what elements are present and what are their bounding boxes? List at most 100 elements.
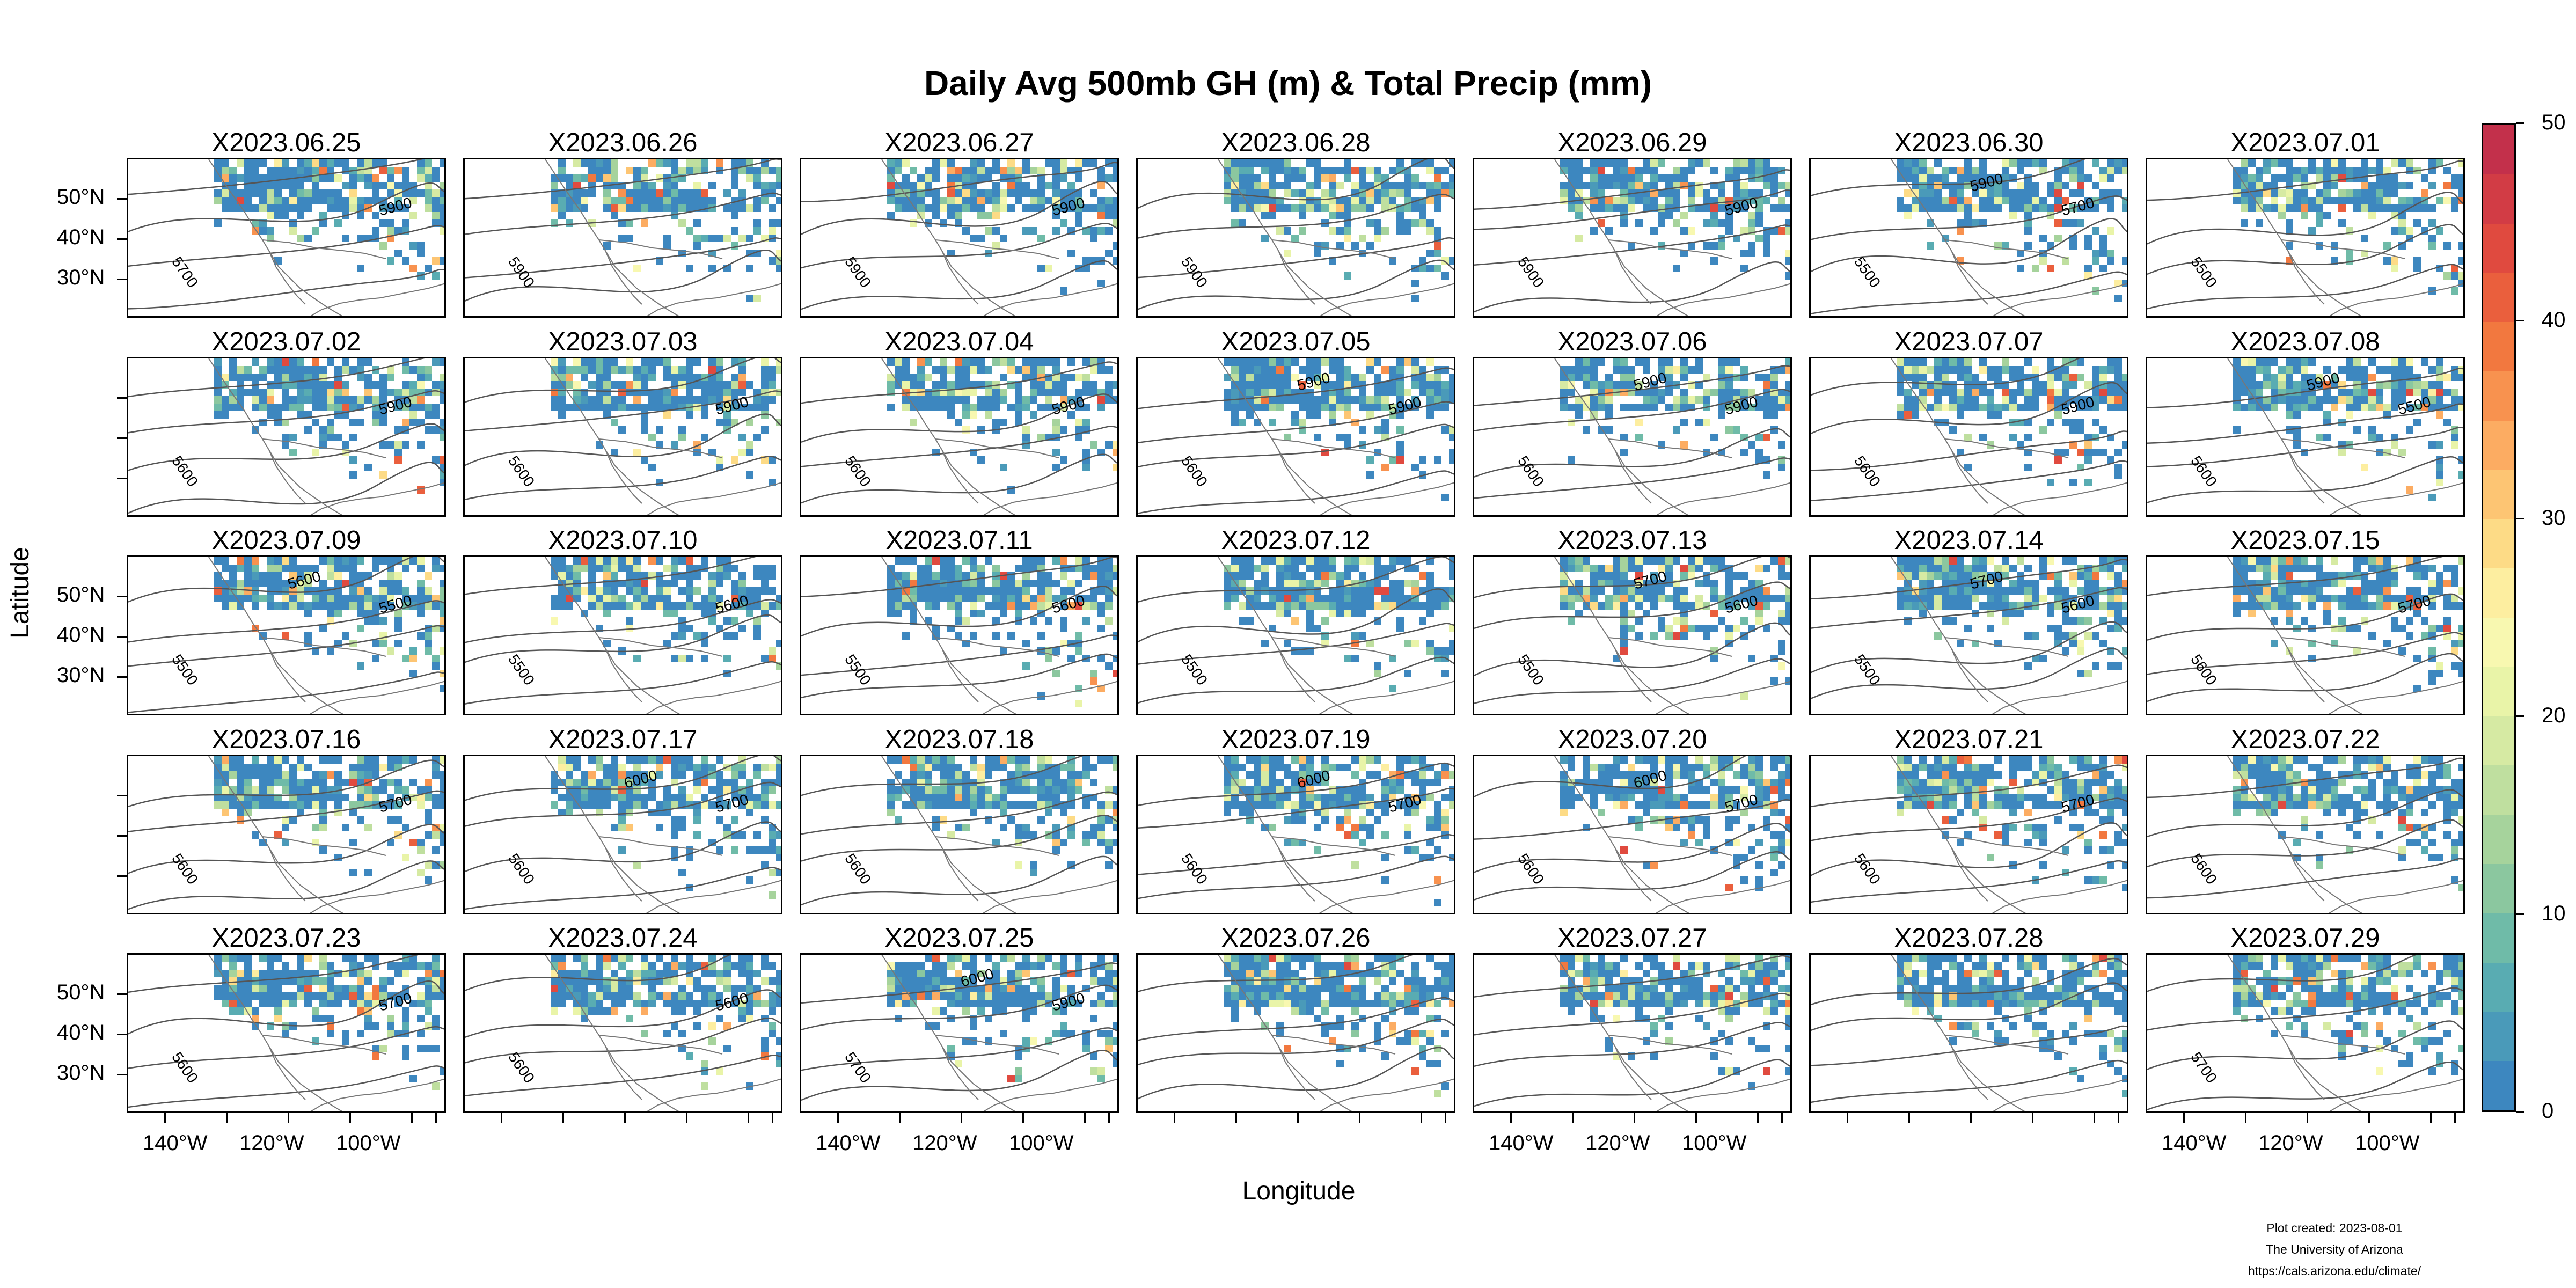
panel-date-label: X2023.07.15: [2230, 526, 2380, 555]
coastline: [1891, 358, 2127, 515]
lon-tick-label: 140°W: [2162, 1131, 2227, 1155]
coastline: [881, 955, 1117, 1111]
contour-label: 5900: [841, 254, 874, 291]
lon-tick-label: 140°W: [1489, 1131, 1554, 1155]
lat-tick: [117, 477, 127, 479]
coastline: [1218, 756, 1454, 913]
colorbar-tick-label: 0: [2542, 1099, 2554, 1123]
contour-label: 5600: [841, 452, 874, 489]
precip-field: [214, 557, 444, 692]
credit-date: Plot created: 2023-08-01: [2266, 1221, 2403, 1235]
panel-date-label: X2023.07.04: [884, 327, 1034, 356]
precip-field: [1560, 358, 1790, 479]
panel-date-label: X2023.07.01: [2230, 128, 2380, 157]
colorbar-swatch: [2483, 371, 2514, 421]
map-panel: 5500 5700 5900: [1809, 158, 2128, 318]
panel-date-label: X2023.07.19: [1221, 724, 1371, 754]
lon-tick-label: 100°W: [336, 1131, 401, 1155]
lat-tick: [117, 238, 127, 240]
precip-field: [2233, 756, 2463, 891]
map-panel: 5500 5600: [463, 555, 782, 715]
lon-tick: [1572, 1113, 1574, 1123]
contour-label: 5500: [1851, 652, 1884, 689]
lat-tick-label: 50°N: [57, 980, 105, 1004]
lon-tick-label: 120°W: [1585, 1131, 1650, 1155]
map-panel: 5900 5900: [1473, 158, 1792, 318]
coastline: [881, 557, 1117, 714]
contour-label: 5600: [841, 850, 874, 887]
lat-tick: [117, 198, 127, 200]
map-panel: [1473, 953, 1792, 1113]
lon-tick: [288, 1113, 289, 1123]
colorbar-tick: [2516, 320, 2524, 322]
contour-label: 5600: [505, 1049, 538, 1086]
lon-tick: [1108, 1113, 1110, 1123]
lon-tick: [2454, 1113, 2456, 1123]
precip-field: [1224, 955, 1454, 1097]
lon-tick: [1510, 1113, 1512, 1123]
lon-tick-label: 120°W: [239, 1131, 304, 1155]
lon-tick: [1022, 1113, 1024, 1123]
map-canvas: 5500: [2147, 159, 2463, 316]
precip-field: [1897, 955, 2127, 1097]
lon-tick: [1297, 1113, 1299, 1123]
map-panel: 5500 5500 5600: [127, 555, 446, 715]
map-panel: 5600 5700: [127, 754, 446, 914]
map-panel: 5600 5900 5900: [1136, 356, 1455, 517]
colorbar-swatch: [2483, 173, 2514, 224]
coastline: [208, 358, 444, 515]
coastline: [881, 159, 1117, 316]
map-panel: 5600 5600: [463, 953, 782, 1113]
coastline: [1218, 955, 1454, 1111]
map-canvas: 5500: [1138, 557, 1454, 714]
contour-label: 5500: [1514, 652, 1547, 689]
coastline: [1891, 159, 2127, 316]
coastline: [881, 358, 1117, 515]
panel-date-label: X2023.07.09: [211, 526, 361, 555]
coastline: [1554, 159, 1790, 316]
colorbar-swatch: [2483, 617, 2514, 667]
panel-date-label: X2023.06.26: [548, 128, 698, 157]
contour-label: 5900: [2305, 369, 2341, 393]
map-panel: 5900 5900: [800, 158, 1119, 318]
lon-tick: [2307, 1113, 2308, 1123]
map-canvas: 5600: [2147, 756, 2463, 913]
map-panel: 5500 5600: [800, 555, 1119, 715]
precip-field: [214, 159, 444, 280]
gh-contours: 5900: [1138, 159, 1454, 310]
panel-date-label: X2023.07.26: [1221, 924, 1371, 953]
lat-tick-label: 30°N: [57, 1061, 105, 1085]
coastline: [545, 358, 781, 515]
contour-label: 5500: [1851, 254, 1884, 291]
colorbar-swatch: [2483, 469, 2514, 519]
panel-date-label: X2023.07.27: [1557, 924, 1707, 953]
precip-field: [1897, 557, 2127, 677]
colorbar-tick: [2516, 715, 2524, 718]
contour-label: 5500: [2187, 254, 2220, 291]
map-panel: 5700 5900: [127, 158, 446, 318]
precip-field: [887, 557, 1117, 707]
precip-field: [1224, 756, 1454, 906]
precip-field: [551, 159, 781, 302]
panel-date-label: X2023.06.29: [1557, 128, 1707, 157]
colorbar-swatch: [2483, 125, 2514, 174]
coastline: [2227, 557, 2463, 714]
map-panel: 5700 5900 6000: [800, 953, 1119, 1113]
panel-date-label: X2023.07.28: [1894, 924, 2044, 953]
contour-label: 5600: [1514, 850, 1547, 887]
map-canvas: [1474, 955, 1790, 1111]
map-panel: 5500 5600 5700: [1809, 555, 2128, 715]
precip-field: [551, 955, 781, 1090]
colorbar-tick: [2516, 913, 2524, 915]
lon-tick: [837, 1113, 839, 1123]
lat-tick-label: 30°N: [57, 266, 105, 289]
lon-tick: [1445, 1113, 1446, 1123]
